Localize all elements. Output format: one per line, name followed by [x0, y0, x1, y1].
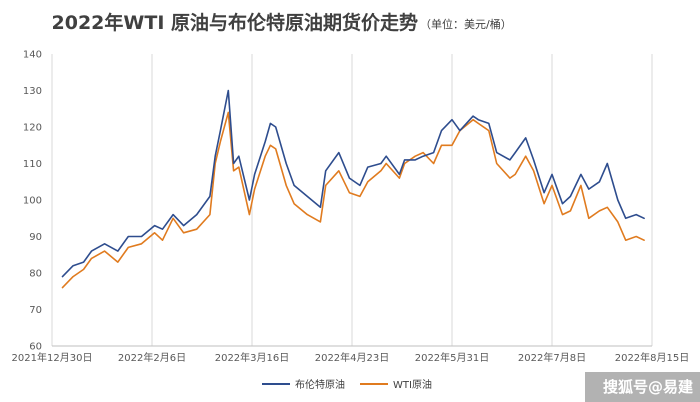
x-tick-label: 2022年2月6日: [118, 351, 186, 364]
chart-subtitle: （单位：美元/桶）: [420, 17, 512, 31]
x-axis: 2021年12月30日 2022年2月6日 2022年3月16日 2022年4月23日…: [12, 351, 690, 364]
watermark: 搜狐号@易建: [585, 372, 700, 402]
series-lines: [61, 89, 645, 289]
x-tick-label: 2022年7月8日: [518, 351, 586, 364]
chart-title: 2022年WTI 原油与布伦特原油期货价走势: [52, 11, 418, 34]
legend-label-wti: WTI原油: [393, 378, 432, 391]
y-tick-label: 100: [23, 196, 42, 207]
y-tick-label: 130: [23, 86, 42, 97]
series-line-brent: [61, 89, 645, 278]
y-tick-label: 80: [29, 269, 42, 280]
x-tick-label: 2021年12月30日: [12, 351, 93, 364]
y-tick-label: 70: [29, 305, 42, 316]
y-tick-label: 60: [29, 342, 42, 353]
y-tick-label: 90: [29, 232, 42, 243]
legend-label-brent: 布伦特原油: [295, 378, 345, 391]
x-tick-label: 2022年8月15日: [615, 351, 690, 364]
y-axis: 60 70 80 90 100 110 120 130 140: [23, 50, 42, 353]
x-tick-label: 2022年4月23日: [315, 351, 390, 364]
watermark-background: [585, 372, 700, 402]
legend: 布伦特原油 WTI原油: [262, 378, 432, 391]
y-tick-label: 110: [23, 159, 42, 170]
y-tick-label: 120: [23, 123, 42, 134]
series-line-wti: [61, 111, 645, 289]
x-tick-label: 2022年5月31日: [415, 351, 490, 364]
x-tick-label: 2022年3月16日: [215, 351, 290, 364]
watermark-text: 搜狐号@易建: [603, 378, 694, 396]
y-tick-label: 140: [23, 50, 42, 61]
